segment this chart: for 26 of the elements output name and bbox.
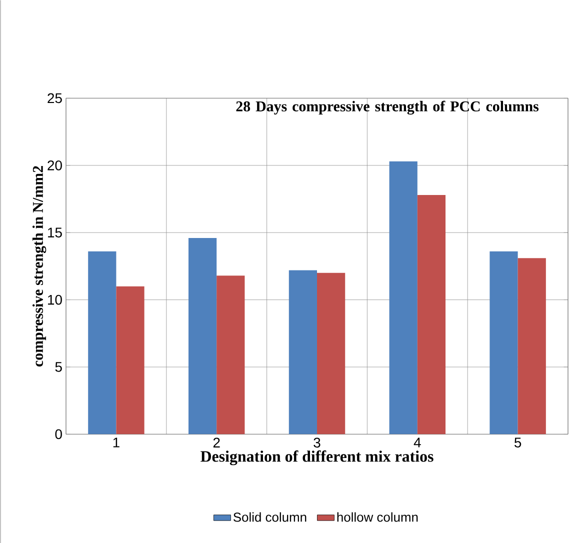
chart-title: 28 Days compressive strength of PCC columns: [236, 100, 539, 114]
y-axis-title: compressive strength in N/mm2: [32, 166, 46, 366]
bar: [317, 272, 346, 434]
y-tick-label: 20: [48, 160, 62, 170]
y-tick-label: 15: [48, 228, 62, 238]
bar: [490, 251, 518, 434]
x-tick-label: 4: [414, 438, 421, 448]
bar: [116, 286, 144, 434]
bar: [88, 251, 116, 434]
x-tick-label: 1: [113, 438, 120, 448]
bar: [389, 161, 418, 434]
x-tick-label: 2: [213, 438, 220, 448]
y-tick-label: 25: [48, 93, 62, 103]
bar: [288, 270, 318, 434]
y-tick-label: 0: [55, 429, 62, 439]
legend-label: Solid column: [234, 512, 306, 522]
y-tick-label: 5: [55, 362, 62, 372]
bar: [188, 238, 217, 434]
x-tick-label: 5: [514, 438, 522, 448]
y-tick-label: 10: [48, 294, 62, 305]
legend-label: hollow column: [337, 512, 418, 522]
x-tick-label: 3: [314, 438, 320, 448]
bar: [417, 194, 446, 434]
bar: [216, 275, 245, 434]
x-axis-title: Designation of different mix ratios: [200, 450, 434, 465]
bar: [518, 258, 546, 434]
